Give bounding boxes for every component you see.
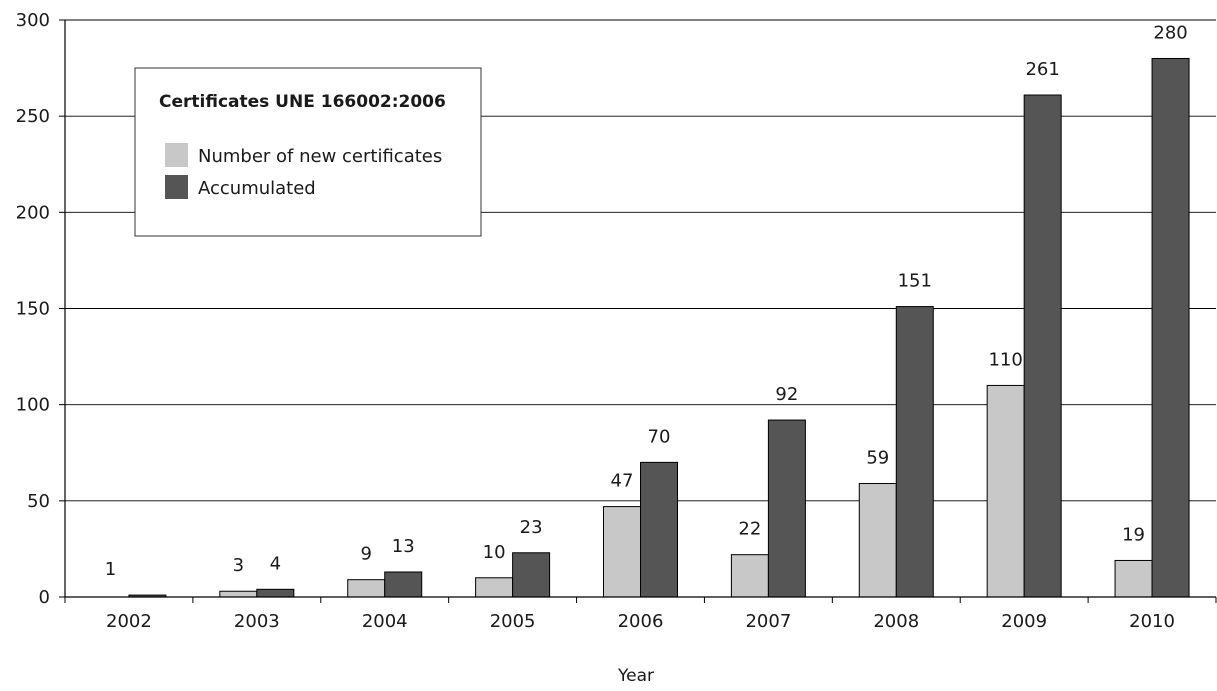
legend-swatch-accumulated: [165, 175, 188, 199]
data-label-accumulated-2010: 280: [1153, 22, 1187, 43]
bar-accumulated-2006: [640, 461, 678, 598]
y-tick-label: 50: [27, 491, 50, 512]
y-tick-label: 100: [16, 395, 50, 416]
x-tick-label: 2010: [1129, 611, 1175, 632]
bar-accumulated-2003: [256, 588, 295, 598]
bar-new-certificates-2007: [730, 554, 769, 598]
legend-title: Certificates UNE 166002:2006: [159, 92, 446, 112]
bar-new-certificates-2009: [986, 384, 1025, 598]
bar-accumulated-2007: [767, 419, 806, 598]
x-tick-label: 2007: [745, 611, 791, 632]
data-label-new-certificates-2005: 10: [483, 542, 506, 563]
legend-swatch-new-certificates: [165, 143, 188, 167]
bar-new-certificates-2004: [347, 579, 386, 598]
bar-new-certificates-2010: [1114, 559, 1153, 598]
data-label-new-certificates-2009: 110: [988, 349, 1022, 370]
bar-new-certificates-2006: [603, 506, 641, 598]
x-tick-label: 2003: [234, 611, 280, 632]
x-tick-label: 2009: [1001, 611, 1047, 632]
data-label-accumulated-2009: 261: [1025, 59, 1059, 80]
data-label-new-certificates-2008: 59: [866, 448, 889, 469]
y-tick-label: 300: [16, 10, 50, 31]
legend: Certificates UNE 166002:2006 Number of n…: [134, 67, 482, 237]
data-label-accumulated-2005: 23: [520, 517, 543, 538]
bar-accumulated-2008: [895, 306, 934, 598]
bar-accumulated-2009: [1023, 94, 1062, 598]
data-label-new-certificates-2007: 22: [738, 519, 761, 540]
legend-box: [134, 67, 482, 237]
y-tick-label: 250: [16, 106, 50, 127]
data-label-new-certificates-2010: 19: [1122, 524, 1145, 545]
data-label-new-certificates-2004: 9: [360, 544, 371, 565]
bar-new-certificates-2005: [475, 577, 514, 598]
data-label-accumulated-2007: 92: [775, 384, 798, 405]
bar-new-certificates-2008: [858, 483, 897, 598]
y-tick-label: 200: [16, 202, 50, 223]
data-label-accumulated-2008: 151: [898, 271, 932, 292]
x-tick-label: 2004: [362, 611, 408, 632]
y-tick-label: 0: [39, 587, 50, 608]
y-tick-label: 150: [16, 299, 50, 320]
x-axis-title: Year: [617, 666, 654, 686]
bar-accumulated-2004: [384, 571, 423, 598]
x-tick-label: 2005: [490, 611, 536, 632]
bar-accumulated-2005: [512, 552, 551, 598]
data-label-accumulated-2003: 4: [270, 553, 281, 574]
data-label-accumulated-2006: 70: [648, 426, 671, 447]
tick-labels: 0 50 100 150 200 250 300 2002 2003 2004 2005 2006 20…: [16, 10, 1217, 632]
legend-label-new-certificates: Number of new certificates: [198, 146, 442, 167]
legend-label-accumulated: Accumulated: [198, 178, 316, 199]
data-label-accumulated-2004: 13: [392, 536, 415, 557]
bar-accumulated-2010: [1151, 57, 1190, 598]
x-tick-label: 2006: [618, 611, 664, 632]
bar-new-certificates-2003: [219, 590, 258, 598]
data-label-new-certificates-2006: 47: [611, 471, 634, 492]
x-tick-label: 2002: [106, 611, 152, 632]
data-label-new-certificates-2003: 3: [233, 555, 244, 576]
data-label-accumulated-2002: 1: [105, 559, 116, 580]
x-tick-label: 2008: [873, 611, 919, 632]
